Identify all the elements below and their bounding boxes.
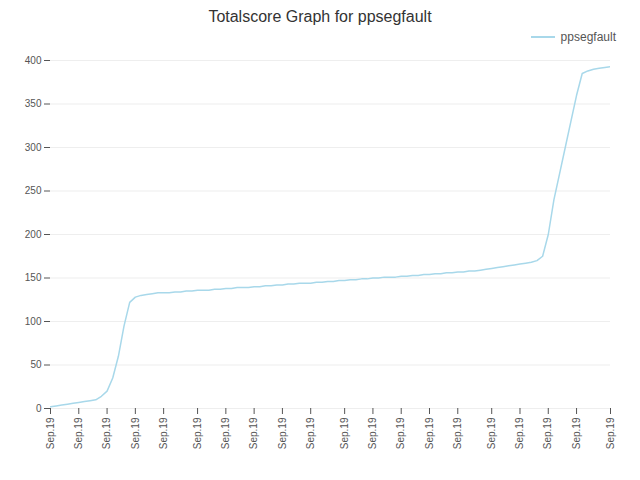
- svg-text:Sep.19: Sep.19: [220, 417, 231, 449]
- svg-text:50: 50: [30, 359, 42, 370]
- svg-text:300: 300: [25, 142, 42, 153]
- svg-text:Sep.19: Sep.19: [248, 417, 259, 449]
- svg-text:Sep.19: Sep.19: [514, 417, 525, 449]
- svg-text:Sep.19: Sep.19: [486, 417, 497, 449]
- svg-text:Sep.19: Sep.19: [101, 417, 112, 449]
- svg-text:Sep.19: Sep.19: [192, 417, 203, 449]
- svg-text:Sep.19: Sep.19: [339, 417, 350, 449]
- svg-text:200: 200: [25, 229, 42, 240]
- svg-text:Sep.19: Sep.19: [130, 417, 141, 449]
- svg-text:Sep.19: Sep.19: [158, 417, 169, 449]
- html-text:Totalscore Graph for ppsegfaul: Totalscore Graph for ppsegfault: [208, 8, 432, 25]
- svg-text:0: 0: [36, 403, 42, 414]
- svg-text:Sep.19: Sep.19: [367, 417, 378, 449]
- svg-text:350: 350: [25, 98, 42, 109]
- svg-text:100: 100: [25, 316, 42, 327]
- svg-text:Sep.19: Sep.19: [452, 417, 463, 449]
- svg-text:Sep.19: Sep.19: [571, 417, 582, 449]
- svg-text:Sep.19: Sep.19: [305, 417, 316, 449]
- svg-text:Sep.19: Sep.19: [424, 417, 435, 449]
- svg-text:Sep.19: Sep.19: [395, 417, 406, 449]
- svg-text:250: 250: [25, 185, 42, 196]
- html-text:ppsegfault: ppsegfault: [560, 30, 616, 44]
- svg-text:150: 150: [25, 272, 42, 283]
- svg-text:400: 400: [25, 55, 42, 66]
- svg-text:Sep.19: Sep.19: [45, 417, 56, 449]
- svg-text:Sep.19: Sep.19: [605, 417, 616, 449]
- svg-text:Sep.19: Sep.19: [73, 417, 84, 449]
- svg-text:Sep.19: Sep.19: [542, 417, 553, 449]
- svg-text:Sep.19: Sep.19: [277, 417, 288, 449]
